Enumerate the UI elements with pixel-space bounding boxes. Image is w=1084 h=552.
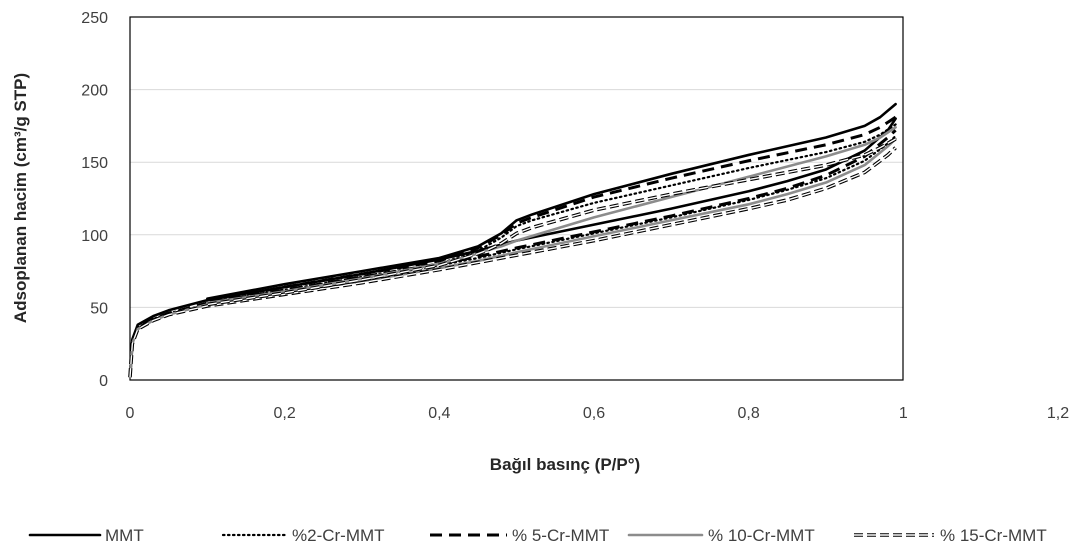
x-tick-labels: 0 0,2 0,4 0,6 0,8 1 1,2 xyxy=(126,405,1070,422)
legend-label: % 10-Cr-MMT xyxy=(708,526,815,545)
series-line-inner xyxy=(207,138,896,306)
y-tick-labels: 0 50 100 150 200 250 xyxy=(81,10,108,390)
x-tick-label: 0 xyxy=(126,405,135,422)
y-axis-title: Adsoplanan hacim (cm³/g STP) xyxy=(11,73,30,323)
y-tick-label: 50 xyxy=(90,300,108,317)
x-tick-label: 0,2 xyxy=(274,405,296,422)
series-line-adsorption xyxy=(128,117,897,379)
y-tick-label: 0 xyxy=(99,373,108,390)
x-axis-title: Bağıl basınç (P/P°) xyxy=(490,455,640,474)
x-tick-label: 1,2 xyxy=(1047,405,1069,422)
x-tick-label: 1 xyxy=(899,405,908,422)
y-tick-label: 100 xyxy=(81,228,108,245)
legend-label: %2-Cr-MMT xyxy=(292,526,385,545)
legend-label: % 5-Cr-MMT xyxy=(512,526,609,545)
legend: MMT %2-Cr-MMT % 5-Cr-MMT % 10-Cr-MMT % 15-Cr… xyxy=(28,526,1047,545)
series-layer xyxy=(128,102,897,379)
series-line-desorption xyxy=(206,102,897,300)
legend-label: MMT xyxy=(105,526,144,545)
series-line-desorption xyxy=(206,123,897,305)
y-tick-label: 200 xyxy=(81,83,108,100)
legend-label: % 15-Cr-MMT xyxy=(940,526,1047,545)
x-tick-label: 0,6 xyxy=(583,405,605,422)
x-tick-label: 0,4 xyxy=(428,405,450,422)
x-tick-label: 0,8 xyxy=(738,405,760,422)
y-tick-label: 150 xyxy=(81,155,108,172)
plot-area xyxy=(129,16,904,381)
series-line-desorption xyxy=(207,115,897,304)
series-line-inner xyxy=(129,147,897,378)
gridlines xyxy=(130,16,903,308)
y-tick-label: 250 xyxy=(81,10,108,27)
